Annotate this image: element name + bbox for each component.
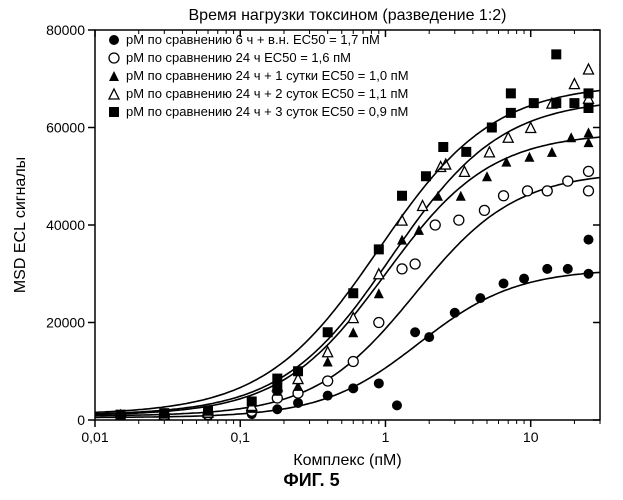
y-tick-label: 60000 — [46, 120, 85, 136]
chart-svg: 0,01 0,1 1 10 0 20000 40000 60000 80000 Комплекс … — [0, 0, 623, 470]
chart-title: Время нагрузки токсином (разведение 1:2) — [189, 7, 507, 24]
fit-curve — [95, 91, 600, 413]
legend-label: pM по сравнению 24 ч + 1 сутки EC50 = 1,… — [126, 68, 409, 83]
legend-label: pM по сравнению 24 ч EC50 = 1,6 пМ — [126, 50, 351, 65]
y-axis-label: MSD ECL сигналы — [12, 157, 29, 293]
fit-curve — [95, 178, 600, 416]
x-axis-label: Комплекс (пМ) — [293, 452, 401, 469]
x-tick-label: 1 — [382, 429, 390, 445]
x-tick-label: 10 — [523, 429, 539, 445]
y-tick-label: 0 — [77, 412, 85, 428]
legend-label: pM по сравнению 24 ч + 3 суток EC50 = 0,… — [126, 104, 408, 119]
y-tick-label: 40000 — [46, 217, 85, 233]
y-tick-label: 20000 — [46, 315, 85, 331]
legend-label: pM по сравнению 6 ч + в.н. EC50 = 1,7 пМ — [126, 32, 380, 47]
x-tick-label: 0,01 — [81, 429, 108, 445]
legend-label: pM по сравнению 24 ч + 2 суток EC50 = 1,… — [126, 86, 408, 101]
y-tick-label: 80000 — [46, 22, 85, 38]
x-tick-label: 0,1 — [231, 429, 251, 445]
chart-container: 0,01 0,1 1 10 0 20000 40000 60000 80000 Комплекс … — [0, 0, 623, 500]
figure-caption: ФИГ. 5 — [0, 470, 623, 491]
